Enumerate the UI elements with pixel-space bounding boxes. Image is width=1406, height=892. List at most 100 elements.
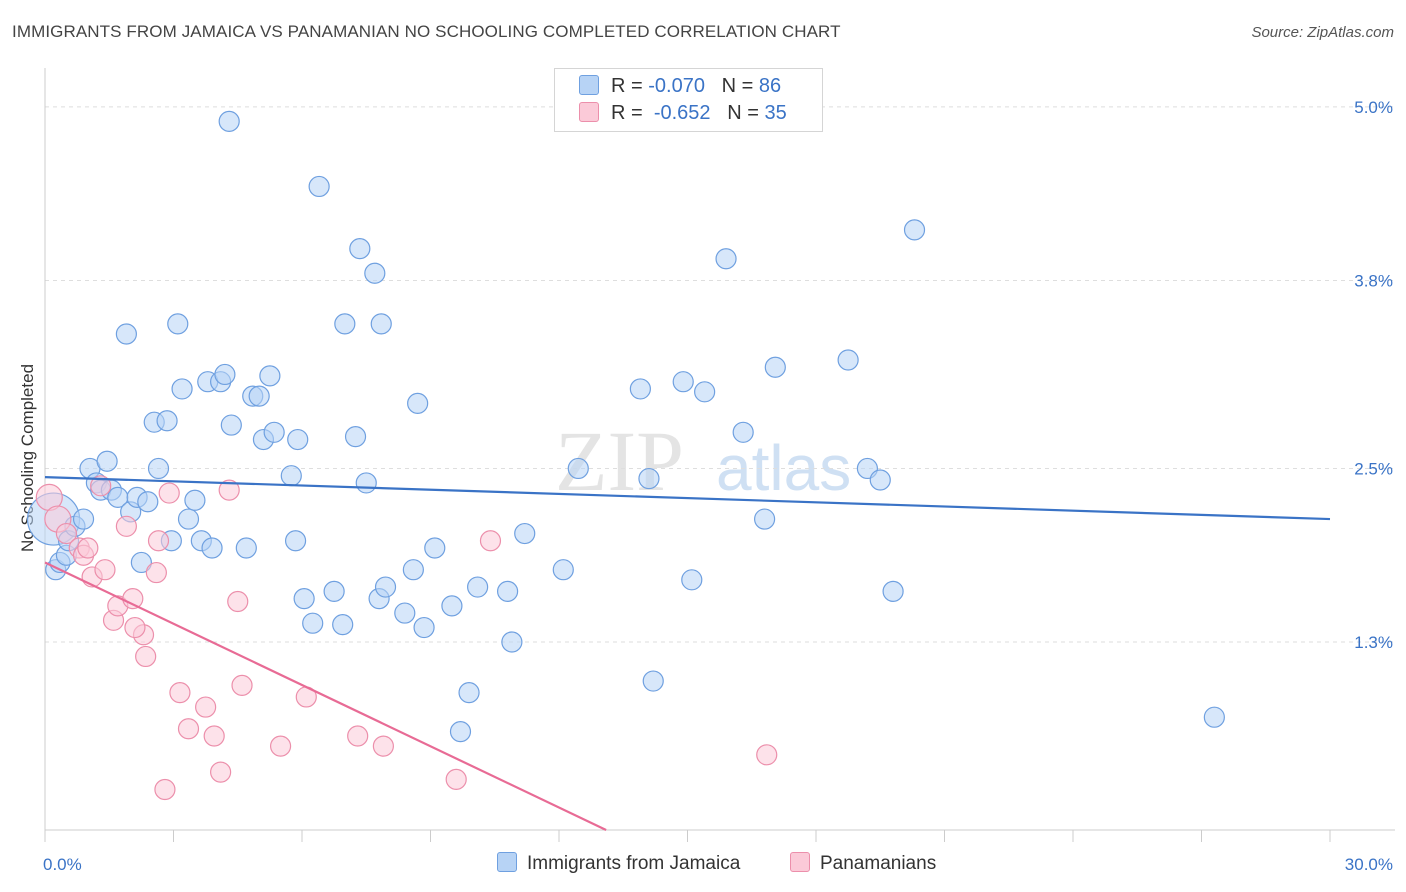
point-jamaica-68 <box>567 457 589 480</box>
y-tick-label-1: 2.5% <box>1354 459 1393 478</box>
point-jamaica-53 <box>370 313 392 335</box>
point-jamaica-74 <box>694 381 716 403</box>
x-tick-label-0: 0.0% <box>43 855 82 874</box>
legend-label-panamanians: Panamanians <box>820 853 937 874</box>
legend-item-jamaica[interactable]: Immigrants from Jamaica <box>497 852 740 875</box>
point-jamaica-19 <box>147 457 170 480</box>
point-jamaica-46 <box>332 614 354 636</box>
point-jamaica-45 <box>323 580 345 602</box>
point-panamanians-21 <box>195 696 217 718</box>
point-panamanians-29 <box>347 725 369 747</box>
point-jamaica-31 <box>218 110 240 132</box>
x-tick-label-1: 30.0% <box>1345 855 1393 874</box>
point-jamaica-69 <box>629 378 651 400</box>
stats-legend: R = -0.070 N = 86 R = -0.652 N = 35 <box>554 68 823 132</box>
point-panamanians-30 <box>372 735 394 757</box>
gridlines <box>45 106 1395 643</box>
point-panamanians-23 <box>210 761 232 783</box>
point-jamaica-76 <box>732 421 754 443</box>
point-jamaica-60 <box>441 595 463 617</box>
point-jamaica-82 <box>882 580 904 602</box>
point-panamanians-8 <box>94 559 116 581</box>
point-panamanians-24 <box>218 479 240 501</box>
y-tick-label-3: 5.0% <box>1354 98 1393 117</box>
point-jamaica-38 <box>263 421 285 443</box>
n-label: N = <box>727 102 759 124</box>
point-panamanians-27 <box>269 735 292 757</box>
point-jamaica-63 <box>467 576 489 598</box>
point-jamaica-49 <box>349 238 371 260</box>
point-panamanians-12 <box>122 588 144 610</box>
point-panamanians-33 <box>756 744 778 766</box>
point-jamaica-28 <box>201 537 223 559</box>
point-jamaica-62 <box>458 682 480 704</box>
trend-line-panamanians <box>44 561 607 831</box>
point-jamaica-57 <box>407 392 429 414</box>
point-jamaica-61 <box>449 721 472 743</box>
point-panamanians-19 <box>169 682 191 704</box>
legend-label-jamaica: Immigrants from Jamaica <box>527 853 741 874</box>
r-value-jamaica: -0.070 <box>648 75 705 97</box>
point-panamanians-15 <box>145 561 167 584</box>
point-jamaica-43 <box>302 612 324 634</box>
point-jamaica-75 <box>715 248 737 270</box>
point-jamaica-33 <box>235 537 257 559</box>
legend-swatch-panamanians <box>790 852 810 872</box>
point-panamanians-18 <box>158 482 180 504</box>
point-jamaica-47 <box>334 313 356 335</box>
n-label: N = <box>721 75 754 97</box>
point-jamaica-51 <box>364 262 386 284</box>
point-jamaica-37 <box>259 365 281 387</box>
point-panamanians-2 <box>55 522 78 545</box>
point-jamaica-6 <box>72 508 95 530</box>
point-panamanians-14 <box>135 645 157 668</box>
n-value-panamanians: 35 <box>764 102 787 124</box>
point-jamaica-55 <box>394 602 416 624</box>
point-jamaica-71 <box>642 670 664 692</box>
point-jamaica-72 <box>672 371 694 393</box>
point-jamaica-24 <box>177 508 200 530</box>
point-jamaica-35 <box>248 385 270 407</box>
point-jamaica-40 <box>284 530 307 552</box>
tick-labels: 1.3% 2.5% 3.8% 5.0% 0.0% 30.0% <box>43 98 1393 874</box>
point-jamaica-22 <box>167 313 189 335</box>
r-label: R = <box>611 75 643 97</box>
point-panamanians-31 <box>445 768 467 790</box>
point-jamaica-13 <box>115 323 137 345</box>
point-jamaica-10 <box>96 450 118 472</box>
point-panamanians-11 <box>115 515 137 537</box>
point-jamaica-78 <box>764 356 786 378</box>
trend-lines <box>44 476 1331 831</box>
legend-item-panamanians[interactable]: Panamanians <box>790 852 936 875</box>
point-panamanians-26 <box>231 674 253 696</box>
r-value-panamanians: -0.652 <box>653 102 711 124</box>
y-tick-label-2: 3.8% <box>1354 271 1393 290</box>
r-label: R = <box>611 102 643 124</box>
point-jamaica-64 <box>497 580 519 602</box>
point-panamanians-5 <box>77 537 99 559</box>
chart-title: IMMIGRANTS FROM JAMAICA VS PANAMANIAN NO… <box>12 22 841 41</box>
point-jamaica-56 <box>402 559 424 581</box>
point-jamaica-65 <box>501 631 523 653</box>
legend-row-jamaica: R = -0.070 N = 86 <box>579 75 781 101</box>
point-jamaica-58 <box>413 616 435 639</box>
y-tick-label-0: 1.3% <box>1354 633 1393 652</box>
point-panamanians-34 <box>124 616 146 639</box>
point-panamanians-32 <box>479 530 502 552</box>
point-jamaica-16 <box>130 551 152 574</box>
point-jamaica-17 <box>137 491 159 513</box>
point-jamaica-70 <box>638 467 660 490</box>
point-panamanians-17 <box>154 778 176 801</box>
point-jamaica-32 <box>220 414 242 436</box>
legend-row-panamanians: R = -0.652 N = 35 <box>579 102 787 128</box>
point-panamanians-25 <box>227 590 249 613</box>
point-jamaica-59 <box>424 537 446 559</box>
point-jamaica-41 <box>287 428 309 451</box>
point-jamaica-30 <box>214 363 236 386</box>
point-jamaica-81 <box>869 469 891 491</box>
point-jamaica-66 <box>514 522 536 545</box>
point-jamaica-50 <box>355 472 377 494</box>
point-jamaica-84 <box>1203 706 1225 728</box>
legend-swatch-panamanians <box>579 102 599 122</box>
point-jamaica-39 <box>280 465 302 487</box>
